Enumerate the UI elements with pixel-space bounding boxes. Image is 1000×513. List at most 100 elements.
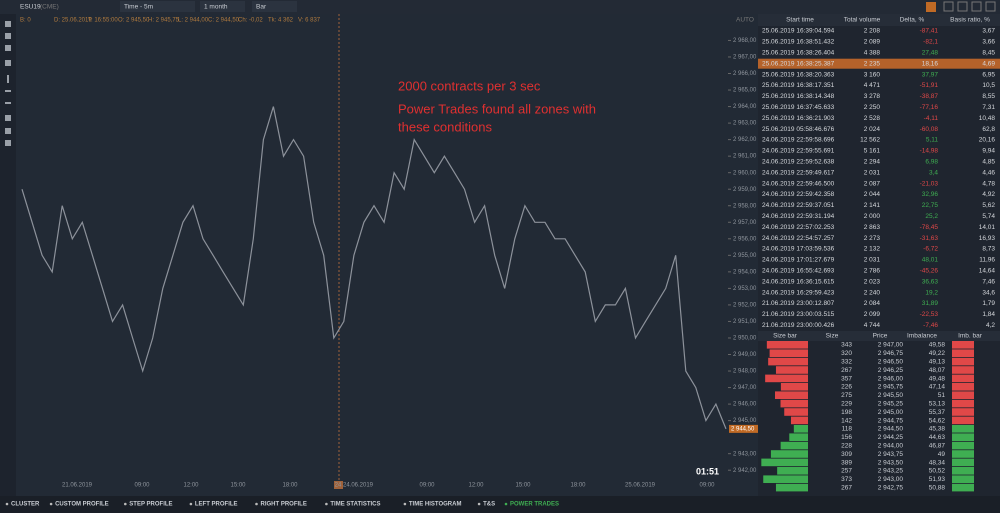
size-bar: [775, 366, 808, 374]
imbalance-bar: [952, 357, 974, 366]
size-bar: [765, 374, 808, 383]
table-cell: 12 562: [860, 137, 880, 144]
size-bar: [790, 416, 808, 425]
table-cell: 8,55: [982, 93, 995, 100]
tab-dot: [255, 502, 258, 506]
price-cell: 2 943,75: [878, 451, 904, 458]
imbalance-bar: [952, 416, 974, 425]
table-cell: 14,01: [979, 224, 996, 231]
table-cell: 25.06.2019 16:38:51.432: [762, 39, 835, 46]
table-cell: 4 471: [864, 82, 881, 89]
table-cell: 25.06.2019 16:38:17.351: [762, 82, 835, 89]
tab[interactable]: LEFT PROFILE: [195, 502, 238, 508]
table-cell: 2 528: [864, 115, 881, 122]
table-cell: 5,62: [982, 202, 995, 209]
table-header: [758, 331, 1000, 341]
chart-area: [16, 14, 758, 496]
table-cell: 3 278: [864, 93, 881, 100]
size-cell: 267: [841, 367, 852, 374]
price-cell: 2 944,75: [878, 417, 904, 424]
imbalance-bar: [952, 408, 974, 416]
imbalance-cell: 46,87: [929, 443, 946, 450]
panel-icon[interactable]: [926, 2, 936, 12]
x-tick-label: 21.06.2019: [62, 483, 93, 489]
price-cell: 2 944,25: [878, 434, 904, 441]
x-tick-label: 12:00: [183, 483, 199, 489]
timeframe[interactable]: Time - 5m: [124, 4, 153, 11]
tab[interactable]: STEP PROFILE: [129, 502, 172, 508]
tab[interactable]: TIME HISTOGRAM: [409, 502, 462, 508]
imbalance-bar: [952, 458, 974, 467]
y-tick-label: 2 952,00: [733, 302, 757, 308]
table-header: [758, 14, 1000, 26]
size-bar: [775, 391, 808, 399]
table-cell: 2 294: [864, 159, 881, 166]
table-cell: 8,45: [982, 50, 995, 57]
table-cell: -7,46: [923, 322, 938, 329]
table-cell: 2 250: [864, 104, 881, 111]
table-cell: 3 160: [864, 71, 881, 78]
symbol[interactable]: ESU19: [20, 4, 41, 11]
table-cell: -60,08: [920, 126, 939, 133]
info-item: O: 2 945,50: [118, 18, 150, 24]
table-cell: 24.06.2019 17:01:27.679: [762, 257, 835, 264]
tab[interactable]: T&S: [483, 502, 495, 508]
table-cell: -4,11: [924, 115, 939, 122]
y-tick-label: 2 959,00: [733, 187, 757, 193]
column-header: Total volume: [844, 17, 881, 24]
auto-scale[interactable]: AUTO: [736, 17, 754, 24]
table-cell: 25.06.2019 16:38:20.363: [762, 71, 835, 78]
x-tick-label: 18:00: [282, 483, 298, 489]
info-item: V: 6 837: [298, 18, 321, 24]
table-cell: 25.06.2019 16:36:21.903: [762, 115, 835, 122]
tab[interactable]: POWER TRADES: [510, 502, 559, 508]
tab-dot: [124, 502, 127, 506]
info-item: Ch: -0,02: [238, 18, 263, 24]
x-tick-label: 12:00: [468, 483, 484, 489]
y-tick-label: 2 964,00: [733, 104, 757, 110]
table-cell: 24.06.2019 22:59:31.194: [762, 213, 835, 220]
table-cell: 9,94: [982, 148, 995, 155]
imbalance-cell: 53,13: [929, 401, 946, 408]
size-bar: [780, 441, 808, 450]
panel-icon[interactable]: [943, 1, 954, 12]
table-cell: 25.06.2019 16:38:26.404: [762, 50, 835, 57]
dropdown[interactable]: [200, 1, 245, 12]
y-tick-label: 2 946,00: [733, 402, 757, 408]
panel-icon[interactable]: [957, 1, 968, 12]
table-cell: 2 044: [864, 191, 881, 198]
x-tick-label: 15:00: [230, 483, 246, 489]
info-item: B: 0: [20, 18, 31, 24]
table-cell: 18,16: [922, 60, 939, 67]
tab[interactable]: CUSTOM PROFILE: [55, 502, 109, 508]
dropdown[interactable]: [252, 1, 297, 12]
period[interactable]: 1 month: [204, 4, 228, 11]
y-tick-label: 2 960,00: [733, 170, 757, 176]
tab[interactable]: CLUSTER: [11, 502, 40, 508]
chart-style[interactable]: Bar: [256, 4, 267, 11]
table-cell: 2 087: [864, 180, 881, 187]
table-cell: -31,63: [920, 235, 939, 242]
panel-icon[interactable]: [985, 1, 996, 12]
tab[interactable]: RIGHT PROFILE: [261, 502, 307, 508]
table-cell: 24.06.2019 16:29:59.423: [762, 289, 835, 296]
column-header: Imbalance: [907, 333, 937, 340]
table-cell: 2 240: [864, 289, 881, 296]
tab[interactable]: TIME STATISTICS: [330, 502, 380, 508]
table-cell: -21,03: [920, 180, 939, 187]
y-tick-label: 2 955,00: [733, 253, 757, 259]
dropdown[interactable]: [120, 1, 195, 12]
column-header: Size: [826, 333, 839, 340]
table-cell: 2 023: [864, 278, 881, 285]
panel-icon[interactable]: [971, 1, 982, 12]
y-tick-label: 2 949,00: [733, 352, 757, 358]
table-cell: 3,67: [982, 28, 995, 35]
table-cell: 37,97: [922, 71, 939, 78]
table-cell: 19,2: [925, 289, 938, 296]
imbalance-bar: [952, 475, 974, 483]
tool-icons[interactable]: [5, 21, 11, 146]
price-cell: 2 945,00: [878, 409, 904, 416]
size-cell: 343: [841, 342, 852, 349]
price-cell: 2 946,00: [878, 375, 904, 382]
price-cell: 2 946,25: [878, 367, 904, 374]
